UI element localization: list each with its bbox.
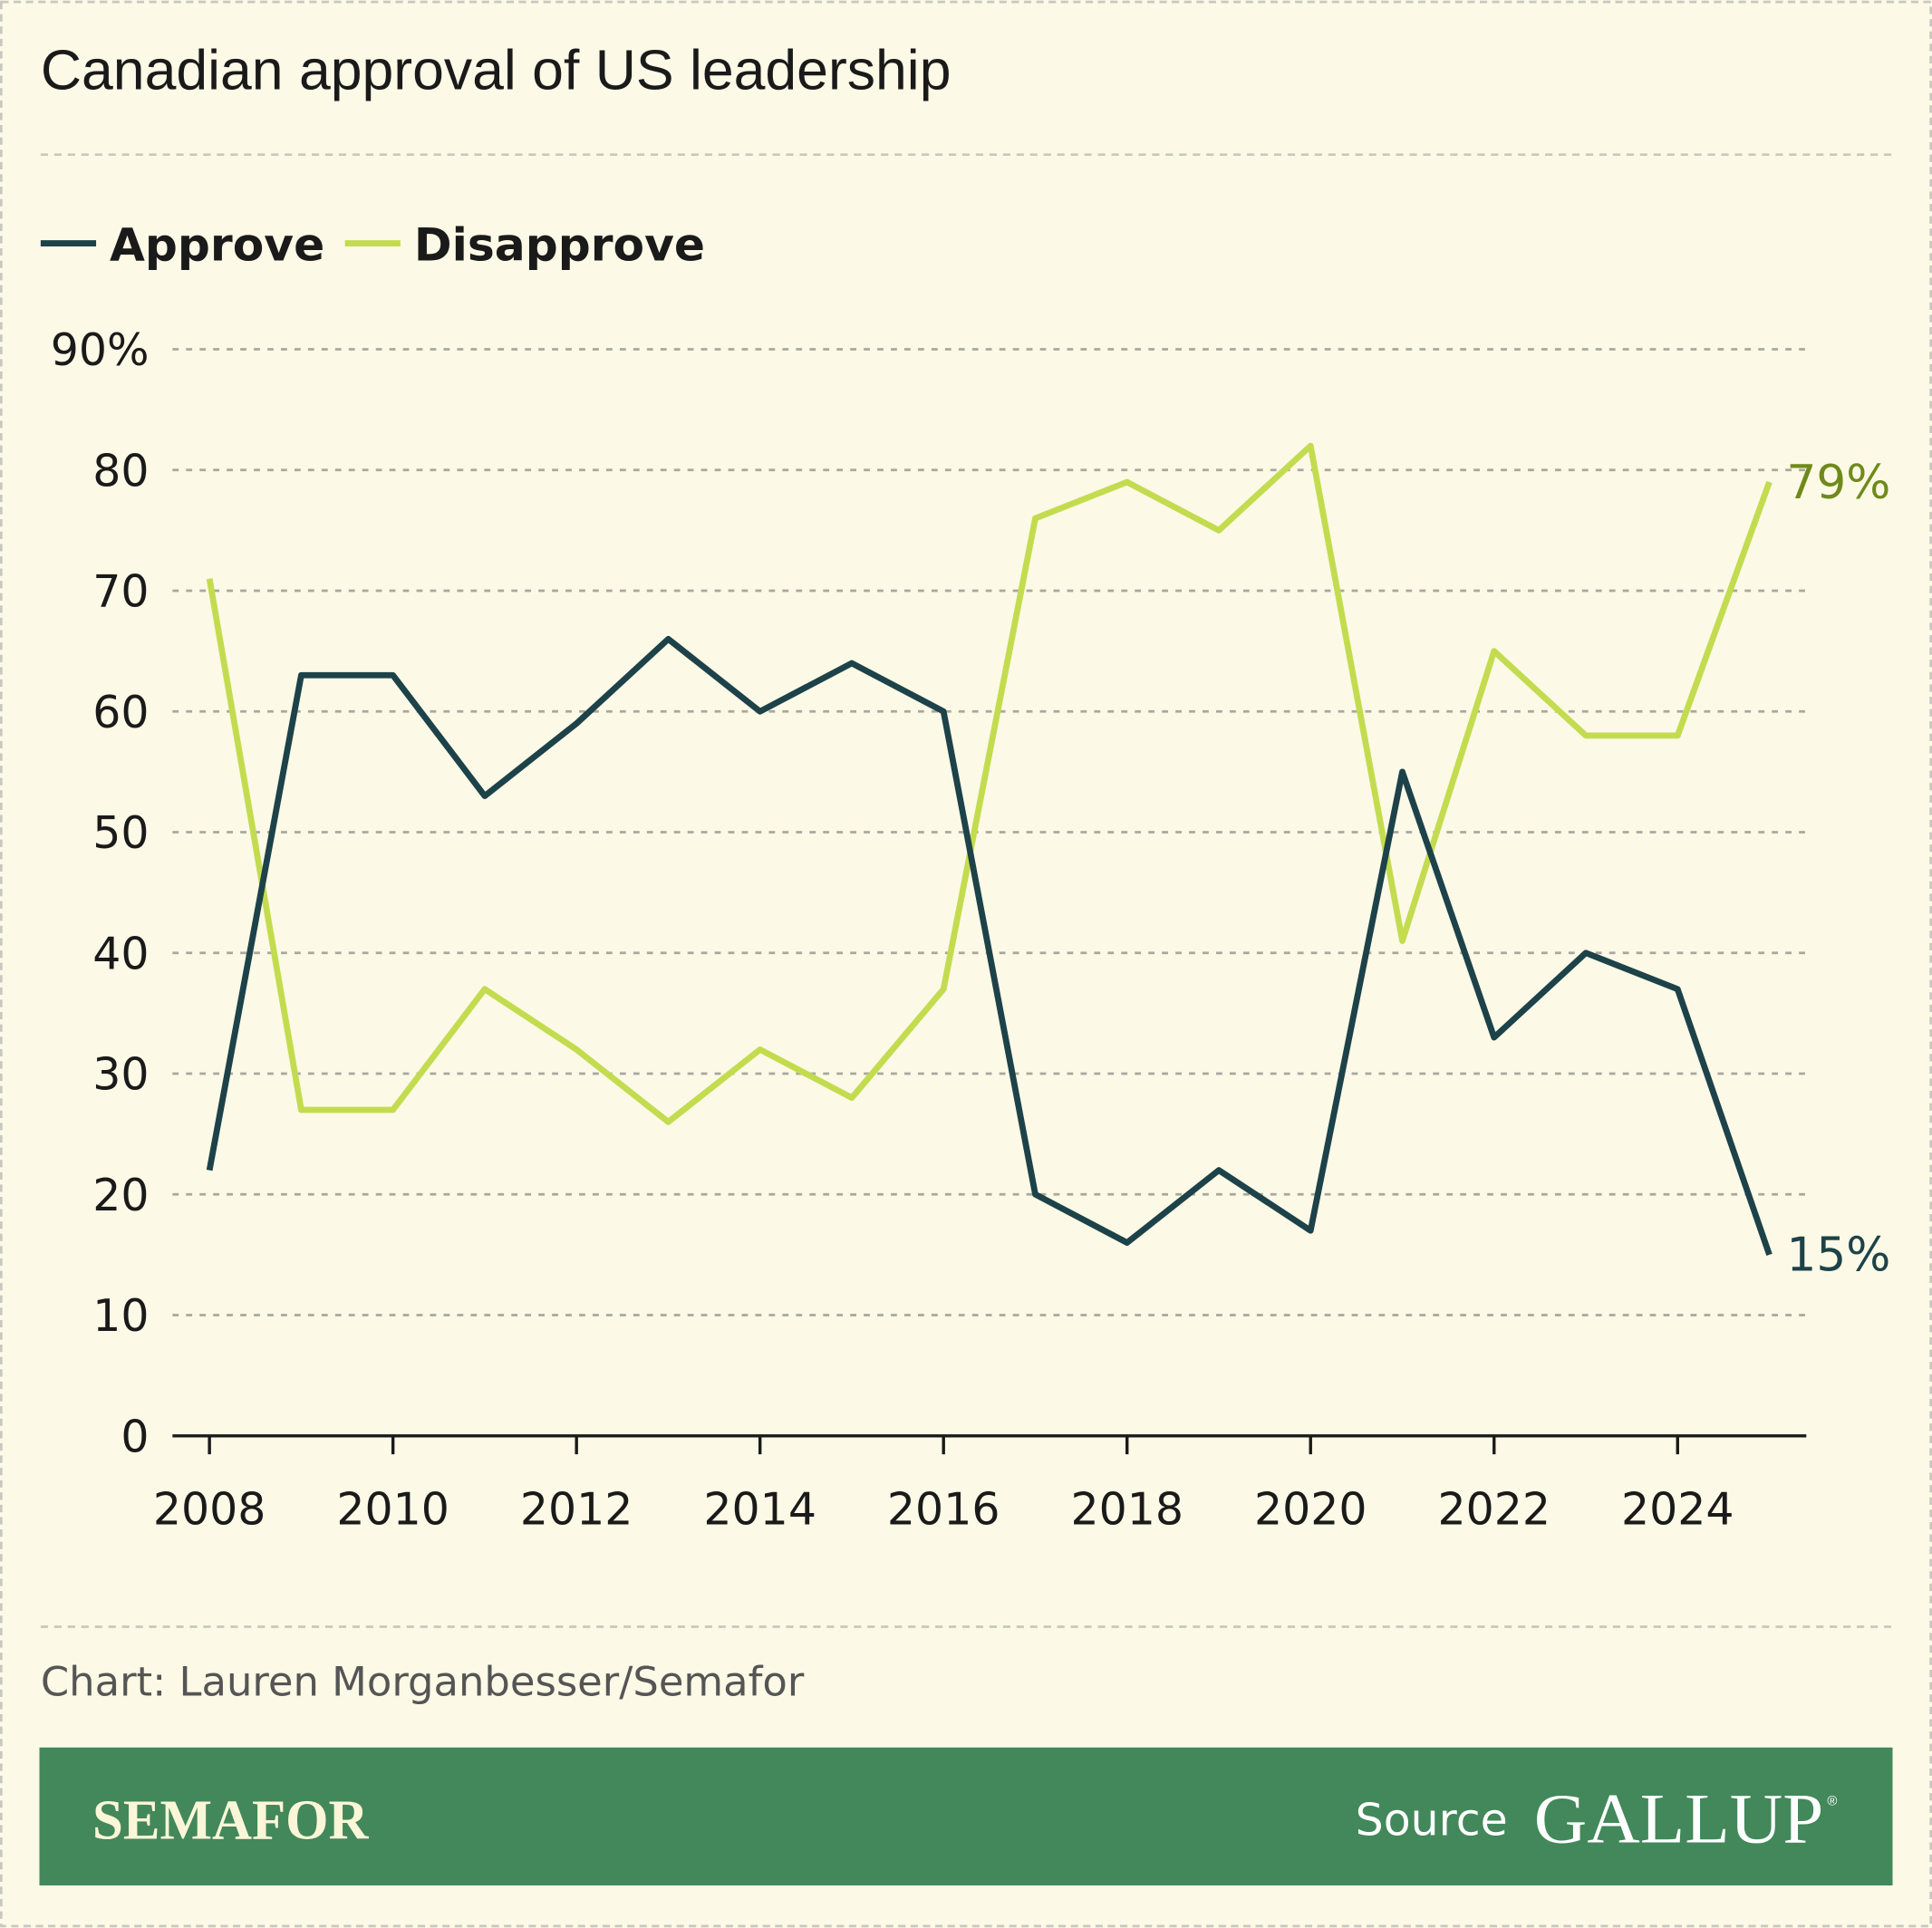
y-tick-label: 30 [92,1049,149,1101]
legend: Approve Disapprove [40,218,705,272]
x-tick-label: 2010 [336,1484,449,1536]
y-tick-label: 70 [92,566,149,618]
x-tick-label: 2024 [1621,1484,1734,1536]
chart-credit: Chart: Lauren Morganbesser/Semafor [41,1658,805,1706]
semafor-logo: SEMAFOR [92,1788,369,1851]
y-tick-label: 90% [51,324,150,376]
y-tick-label: 10 [92,1290,149,1342]
x-tick-label: 2020 [1254,1484,1367,1536]
y-tick-label: 80 [92,445,149,496]
x-tick-label: 2016 [887,1484,1000,1536]
series-line-approve [206,635,1773,1256]
x-tick-label: 2014 [703,1484,816,1536]
legend-label-disapprove: Disapprove [414,218,705,272]
footer-banner [39,1747,1893,1886]
x-tick-label: 2008 [153,1484,266,1536]
end-label-disapprove: 79% [1787,456,1891,510]
y-tick-label: 50 [92,807,149,859]
series-line-disapprove [206,442,1773,1125]
chart-title: Canadian approval of US leadership [41,39,952,102]
registered-mark: ® [1827,1794,1837,1809]
legend-label-approve: Approve [110,218,324,272]
gallup-logo: GALLUP [1534,1779,1824,1858]
y-tick-label: 40 [92,928,149,979]
x-tick-label: 2018 [1070,1484,1183,1536]
y-tick-label: 20 [92,1170,149,1221]
y-tick-label: 0 [121,1411,149,1462]
x-tick-label: 2012 [520,1484,633,1536]
end-label-approve: 15% [1787,1229,1891,1283]
y-tick-label: 60 [92,687,149,738]
x-tick-label: 2022 [1437,1484,1550,1536]
source-label: Source [1356,1794,1508,1846]
